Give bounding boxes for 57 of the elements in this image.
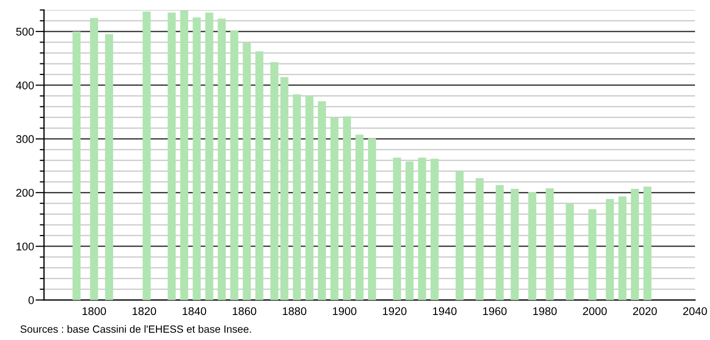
bar: [218, 18, 226, 300]
bar: [476, 178, 484, 300]
x-tick-label: 1940: [433, 307, 457, 316]
y-tick-label: 500: [16, 28, 34, 36]
bar: [105, 34, 114, 300]
bar: [305, 96, 314, 300]
bar: [90, 18, 98, 300]
bar: [588, 209, 596, 300]
y-tick-label: 300: [16, 135, 34, 144]
bar: [643, 186, 652, 300]
y-tick-label: 400: [16, 81, 34, 90]
bar: [566, 204, 574, 300]
bar: [606, 199, 614, 300]
x-tick-label: 2020: [633, 307, 657, 316]
x-tick-label: 2000: [583, 307, 607, 316]
x-tick-label: 1820: [132, 307, 156, 316]
x-tick-label: 2040: [683, 307, 707, 316]
bar: [630, 188, 639, 300]
x-tick-label: 1880: [282, 307, 306, 316]
bar: [142, 12, 151, 300]
bar: [528, 192, 536, 300]
bar: [242, 42, 251, 300]
bar: [180, 10, 188, 300]
bar: [496, 185, 504, 300]
bar: [355, 134, 364, 300]
bar: [255, 51, 264, 300]
y-tick-label: 0: [28, 296, 34, 304]
y-tick-label: 200: [16, 188, 34, 197]
y-tick-label: 100: [16, 242, 34, 250]
bar: [205, 12, 214, 300]
x-tick-label: 1980: [533, 307, 557, 316]
bar: [72, 31, 81, 300]
x-tick-label: 1840: [182, 307, 206, 316]
bar: [368, 138, 376, 300]
bar: [330, 118, 338, 300]
bar: [280, 77, 288, 300]
bar: [418, 158, 426, 300]
bar: [292, 94, 301, 300]
bar: [546, 188, 554, 300]
bar: [430, 158, 439, 300]
x-tick-label: 1960: [483, 307, 507, 316]
bar: [618, 196, 626, 300]
bar: [406, 161, 414, 300]
bar: [456, 171, 464, 300]
bar: [510, 188, 519, 300]
x-tick-label: 1800: [82, 307, 106, 316]
source-note: Sources : base Cassini de l'EHESS et base Insee.: [20, 325, 251, 333]
x-tick-label: 1860: [232, 307, 256, 316]
x-tick-label: 1900: [332, 307, 356, 316]
bar: [192, 18, 201, 300]
bar: [230, 30, 238, 300]
bar: [270, 62, 278, 300]
bar: [168, 12, 176, 300]
x-tick-label: 1920: [383, 307, 406, 316]
bar: [342, 116, 351, 300]
bar: [393, 158, 402, 300]
bar: [318, 101, 326, 300]
